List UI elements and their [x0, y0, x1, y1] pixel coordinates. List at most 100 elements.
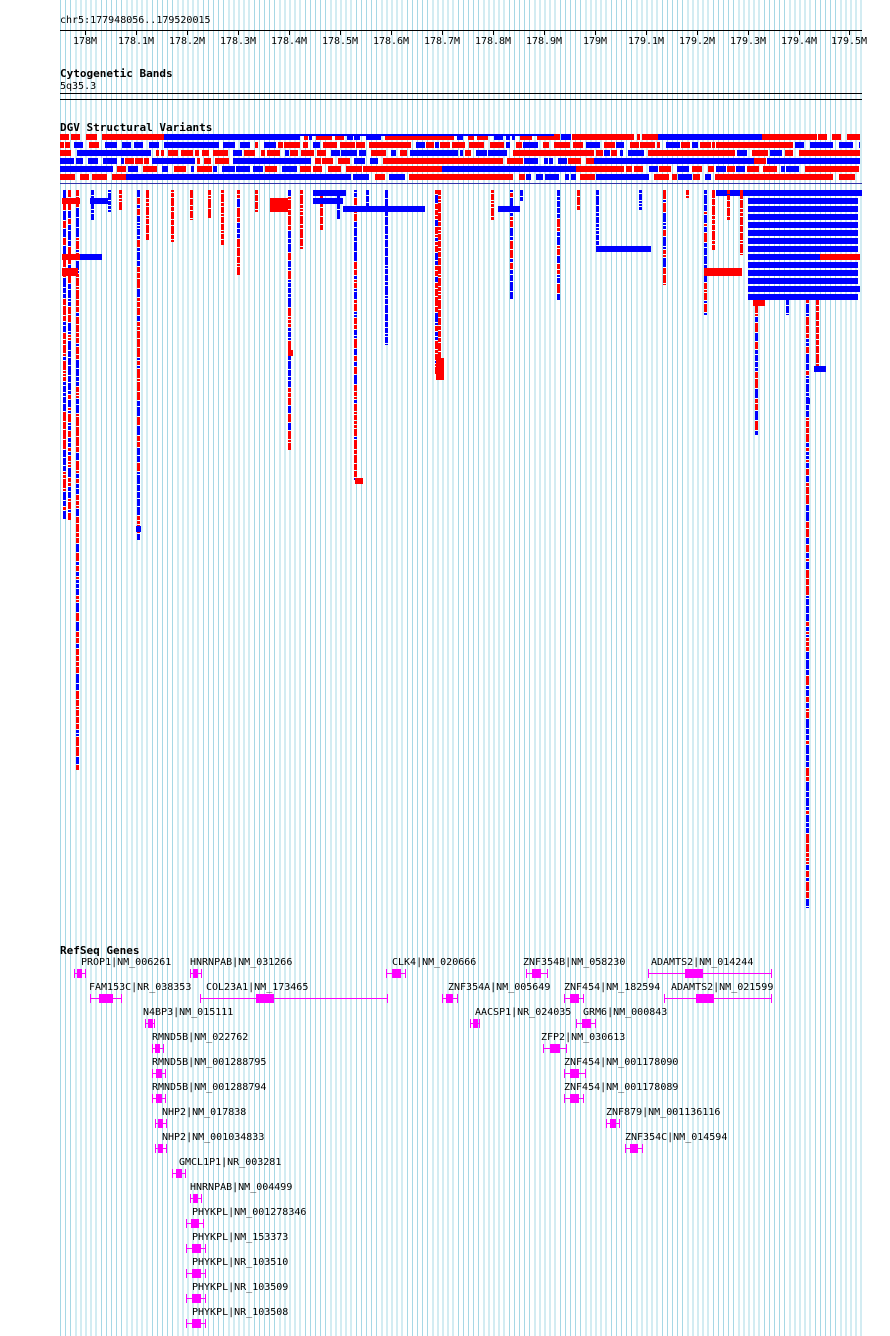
sv-feature[interactable]: [477, 134, 488, 140]
sv-feature[interactable]: [806, 834, 809, 843]
sv-feature[interactable]: [63, 299, 66, 305]
sv-feature[interactable]: [435, 313, 438, 322]
sv-feature[interactable]: [712, 142, 715, 148]
sv-feature[interactable]: [354, 440, 357, 449]
gene-exon[interactable]: [192, 1294, 201, 1303]
sv-feature[interactable]: [490, 142, 504, 148]
sv-feature[interactable]: [692, 142, 698, 148]
sv-feature[interactable]: [215, 158, 229, 164]
sv-feature[interactable]: [237, 190, 240, 194]
sv-feature[interactable]: [537, 134, 560, 140]
sv-feature[interactable]: [557, 232, 560, 236]
sv-feature[interactable]: [806, 456, 809, 459]
sv-feature[interactable]: [267, 150, 280, 156]
sv-feature[interactable]: [596, 150, 603, 156]
sv-feature[interactable]: [76, 644, 79, 648]
sv-feature[interactable]: [68, 400, 71, 407]
sv-feature[interactable]: [244, 150, 255, 156]
sv-feature[interactable]: [755, 362, 758, 367]
sv-feature[interactable]: [806, 670, 809, 675]
sv-feature[interactable]: [806, 703, 809, 708]
sv-feature[interactable]: [121, 158, 124, 164]
sv-feature[interactable]: [596, 196, 599, 205]
sv-feature[interactable]: [356, 142, 365, 148]
sv-feature[interactable]: [288, 324, 291, 327]
sv-feature[interactable]: [137, 298, 140, 301]
sv-feature[interactable]: [63, 246, 66, 254]
sv-feature[interactable]: [265, 166, 277, 172]
sv-feature[interactable]: [354, 349, 357, 355]
sv-feature[interactable]: [820, 254, 860, 260]
sv-feature[interactable]: [435, 261, 438, 265]
sv-feature[interactable]: [68, 408, 71, 410]
sv-feature[interactable]: [510, 259, 513, 262]
sv-feature[interactable]: [289, 134, 300, 140]
sv-feature[interactable]: [476, 150, 487, 156]
sv-feature[interactable]: [435, 277, 438, 282]
sv-feature[interactable]: [755, 333, 758, 341]
sv-feature[interactable]: [704, 215, 707, 223]
sv-feature[interactable]: [68, 376, 71, 382]
sv-feature[interactable]: [806, 815, 809, 822]
sv-feature[interactable]: [354, 158, 365, 164]
sv-feature[interactable]: [704, 256, 707, 264]
sv-feature[interactable]: [76, 405, 79, 413]
sv-feature[interactable]: [76, 524, 79, 532]
sv-feature[interactable]: [354, 292, 357, 299]
sv-feature[interactable]: [580, 174, 595, 180]
sv-feature[interactable]: [76, 603, 79, 612]
sv-feature[interactable]: [400, 150, 407, 156]
sv-feature[interactable]: [727, 217, 730, 220]
sv-feature[interactable]: [704, 276, 707, 282]
sv-feature[interactable]: [385, 337, 388, 343]
sv-feature[interactable]: [68, 391, 71, 394]
sv-feature[interactable]: [557, 214, 560, 218]
sv-feature[interactable]: [164, 142, 219, 148]
sv-feature[interactable]: [354, 270, 357, 275]
sv-feature[interactable]: [80, 254, 102, 260]
sv-feature[interactable]: [755, 411, 758, 420]
sv-feature[interactable]: [137, 366, 140, 368]
sv-feature[interactable]: [435, 289, 438, 296]
gene-exon[interactable]: [193, 1194, 198, 1203]
sv-feature[interactable]: [736, 166, 745, 172]
sv-feature[interactable]: [288, 294, 291, 297]
sv-feature[interactable]: [354, 471, 357, 477]
sv-feature[interactable]: [63, 511, 66, 519]
sv-feature[interactable]: [544, 158, 548, 164]
sv-feature[interactable]: [354, 198, 357, 205]
sv-feature[interactable]: [806, 476, 809, 482]
sv-feature[interactable]: [68, 290, 71, 298]
sv-feature[interactable]: [438, 343, 441, 351]
sv-feature[interactable]: [816, 327, 819, 333]
sv-feature[interactable]: [354, 421, 357, 424]
sv-feature[interactable]: [221, 240, 224, 245]
sv-feature[interactable]: [63, 450, 66, 457]
sv-feature[interactable]: [806, 878, 809, 881]
sv-feature[interactable]: [806, 553, 809, 558]
sv-feature[interactable]: [806, 364, 809, 370]
gene-label[interactable]: FAM153C|NR_038353: [89, 982, 192, 993]
sv-feature[interactable]: [355, 478, 363, 484]
sv-feature[interactable]: [385, 257, 388, 265]
sv-feature[interactable]: [740, 244, 743, 253]
sv-feature[interactable]: [76, 338, 79, 343]
sv-feature[interactable]: [806, 844, 809, 852]
sv-feature[interactable]: [806, 304, 809, 313]
sv-feature[interactable]: [292, 134, 554, 136]
sv-feature[interactable]: [137, 279, 140, 288]
sv-feature[interactable]: [237, 195, 240, 198]
sv-feature[interactable]: [76, 533, 79, 537]
sv-feature[interactable]: [369, 142, 411, 148]
sv-feature[interactable]: [438, 300, 441, 309]
sv-feature[interactable]: [438, 248, 441, 251]
sv-feature[interactable]: [816, 306, 819, 311]
sv-feature[interactable]: [510, 193, 513, 197]
sv-feature[interactable]: [740, 213, 743, 216]
sv-feature[interactable]: [704, 313, 707, 315]
gene-label[interactable]: HNRNPAB|NM_031266: [190, 957, 293, 968]
sv-feature[interactable]: [806, 428, 809, 433]
sv-feature[interactable]: [354, 315, 357, 317]
sv-feature[interactable]: [557, 246, 560, 248]
sv-feature[interactable]: [63, 333, 66, 339]
